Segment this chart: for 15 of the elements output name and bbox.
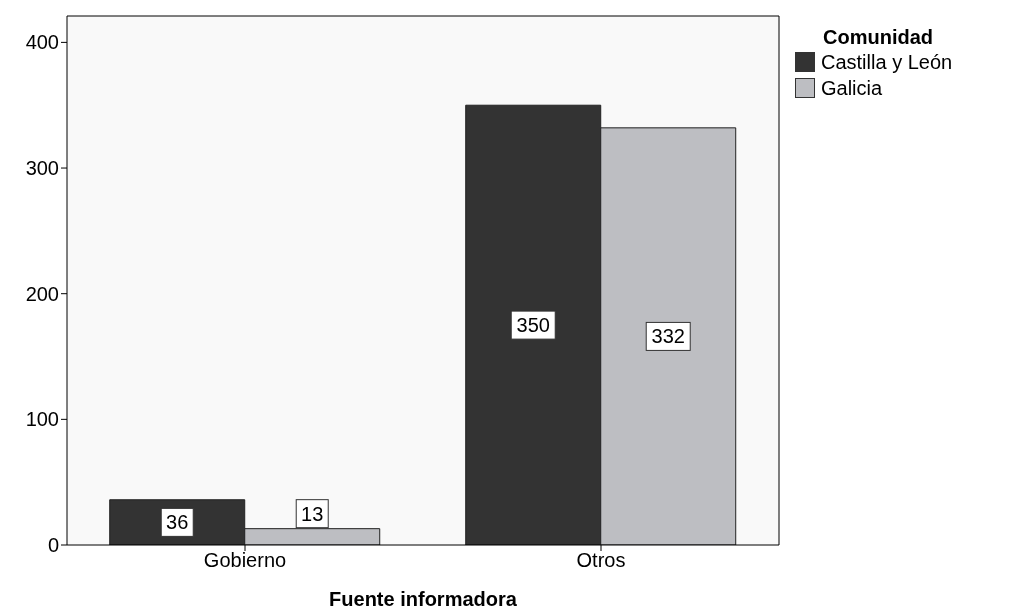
y-tick-label: 400 bbox=[25, 31, 59, 54]
data-label: 13 bbox=[301, 502, 324, 525]
y-tick-label: 100 bbox=[25, 408, 59, 431]
data-label: 332 bbox=[651, 325, 685, 348]
legend-label: Galicia bbox=[821, 76, 883, 100]
y-tick-label: 300 bbox=[25, 157, 59, 180]
legend-title: Comunidad bbox=[822, 26, 934, 49]
data-label: 350 bbox=[516, 314, 550, 337]
x-tick-label: Gobierno bbox=[203, 549, 287, 572]
x-axis-title: Fuente informadora bbox=[329, 588, 518, 610]
y-tick-label: 200 bbox=[25, 282, 59, 305]
legend-label: Castilla y León bbox=[821, 50, 953, 74]
y-tick-label: 0 bbox=[47, 534, 59, 557]
data-label: 36 bbox=[166, 511, 189, 534]
x-tick-label: Otros bbox=[576, 549, 626, 572]
